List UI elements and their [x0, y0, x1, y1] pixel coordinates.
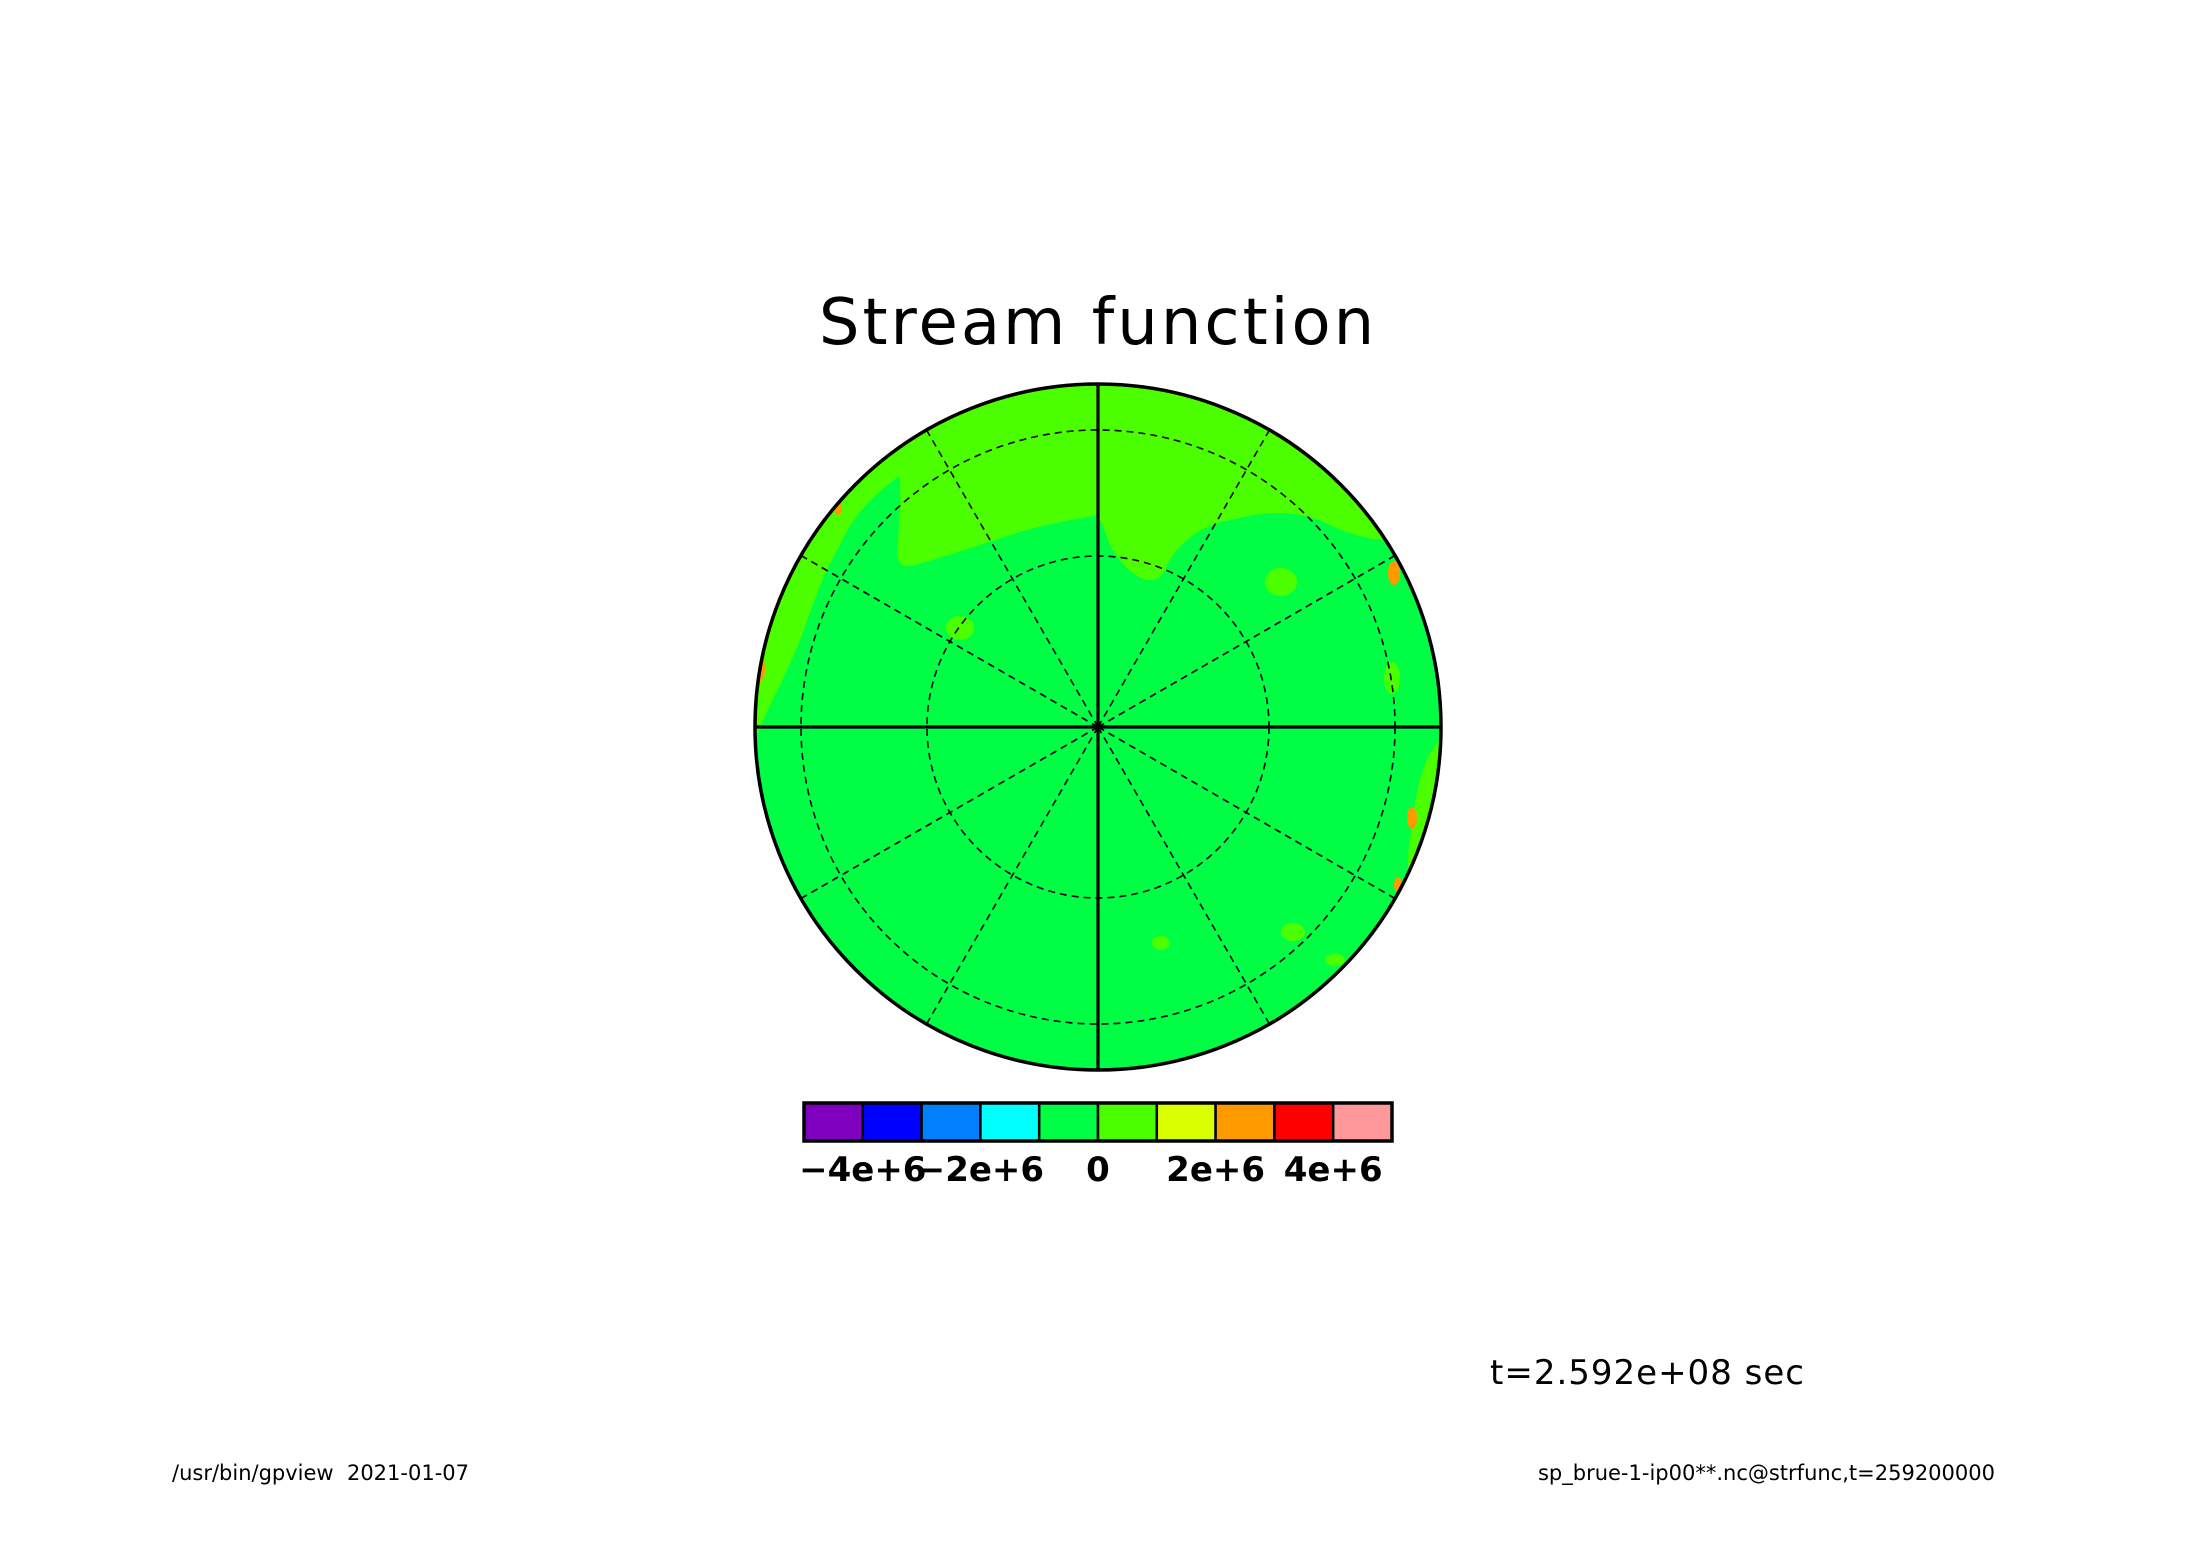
colorbar: −4e+6−2e+6 0 2e+6 4e+6 [799, 1101, 1394, 1190]
field-blob [1265, 568, 1297, 596]
field-blob [1281, 923, 1305, 941]
meridian-line [1097, 726, 1396, 900]
colorbar-tick-label: −4e+6 [799, 1150, 926, 1190]
field-region-north [890, 384, 1098, 567]
colorbar-tick-label: 0 [1086, 1150, 1110, 1190]
map-grid [755, 384, 1441, 1070]
field-blob [1152, 936, 1170, 950]
footer-right: sp_brue-1-ip00**.nc@strfunc,t=259200000 [1538, 1461, 1995, 1486]
field-blob [1325, 954, 1345, 966]
field-spot [1407, 807, 1417, 829]
colorbar-tick-label: −2e+6 [917, 1150, 1044, 1190]
colorbar-swatch [1214, 1101, 1276, 1143]
meridian-line [800, 726, 1099, 900]
meridian-line [925, 429, 1099, 728]
meridian-line [800, 554, 1099, 728]
colorbar-swatch [802, 1101, 865, 1143]
colorbar-swatch [920, 1101, 982, 1143]
colorbar-frame [802, 1101, 1394, 1143]
colorbar-swatch [979, 1101, 1041, 1143]
colorbar-tick-label: 2e+6 [1166, 1150, 1265, 1190]
meridian-line [1097, 429, 1271, 728]
colorbar-swatch [861, 1101, 923, 1143]
colorbar-swatch [1331, 1101, 1394, 1143]
meridian-line [1097, 726, 1271, 1025]
chart-title: Stream function [819, 286, 1377, 360]
footer-left: /usr/bin/gpview 2021-01-07 [172, 1461, 469, 1485]
colorbar-swatch [1273, 1101, 1335, 1143]
colorbar-swatch [1037, 1101, 1100, 1143]
field-spot [1388, 561, 1400, 585]
meridian-line [925, 726, 1099, 1025]
meridian-line [1097, 554, 1396, 728]
time-label: t=2.592e+08 sec [1490, 1353, 1805, 1393]
field-blob [1384, 662, 1400, 694]
colorbar-tick-label: 4e+6 [1284, 1150, 1383, 1190]
map-outline [753, 382, 1443, 1072]
colorbar-swatch [1155, 1101, 1217, 1143]
colorbar-swatch [1096, 1101, 1159, 1143]
field-blob [946, 616, 974, 640]
